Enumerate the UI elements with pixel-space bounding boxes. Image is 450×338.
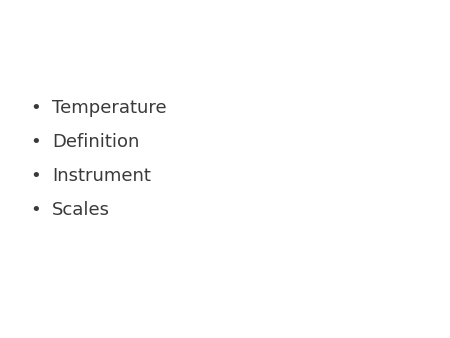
Text: Instrument: Instrument	[52, 167, 151, 185]
Text: Definition: Definition	[52, 133, 139, 151]
Text: •: •	[31, 133, 41, 151]
Text: •: •	[31, 99, 41, 117]
Text: •: •	[31, 167, 41, 185]
Text: Temperature: Temperature	[52, 99, 166, 117]
Text: •: •	[31, 200, 41, 219]
Text: Scales: Scales	[52, 200, 110, 219]
